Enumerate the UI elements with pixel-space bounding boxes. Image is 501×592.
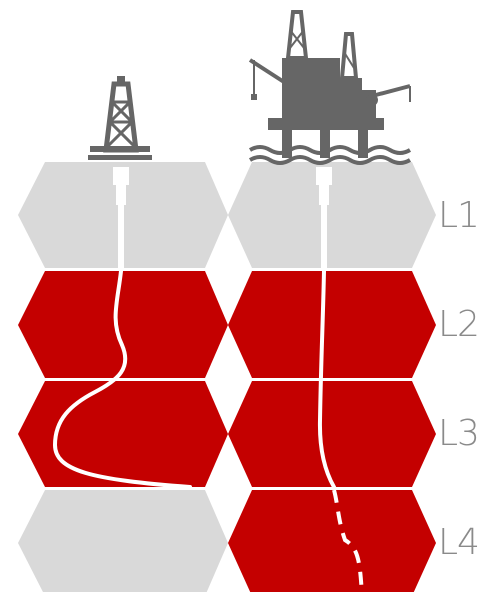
hex-cell-l4-right [228,490,436,592]
hex-cell-l1-right [228,162,436,268]
left-well-path [52,269,192,489]
hex-cell-l3-left [18,381,228,487]
level-label-l4: L4 [438,522,480,563]
hex-cell-l3-right [228,381,436,487]
level-label-l3: L3 [438,413,480,454]
level-label-l2: L2 [438,304,480,345]
right-well-casing [316,167,332,271]
hex-cell-l2-right [228,271,436,378]
hex-cell-l4-left [18,490,228,592]
onshore-oil-derrick-icon [88,76,152,160]
right-well-path-projected [332,489,364,592]
level-label-l1: L1 [438,195,480,236]
left-well-casing [113,167,129,271]
hex-cell-l2-left [18,271,228,378]
right-well-path [317,269,336,489]
offshore-oil-platform-icon [248,10,412,165]
